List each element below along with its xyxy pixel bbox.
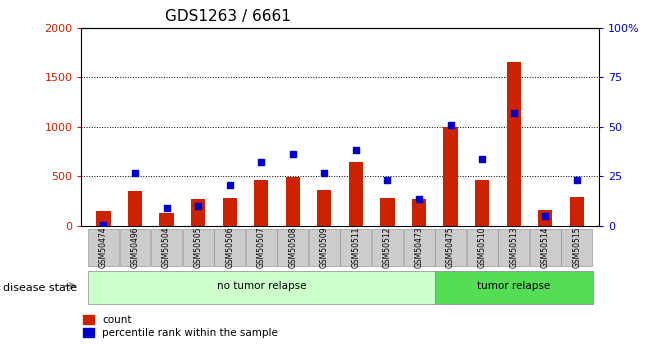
Point (319, 171, 329, 176)
Bar (443, 127, 458, 226)
FancyBboxPatch shape (435, 229, 466, 266)
Text: GSM50513: GSM50513 (509, 227, 518, 268)
Bar (506, 62, 521, 226)
Point (256, 160, 266, 165)
Point (445, 122, 456, 128)
FancyBboxPatch shape (277, 229, 309, 266)
Text: GSM50505: GSM50505 (193, 227, 202, 268)
Bar (159, 213, 174, 226)
Bar (254, 180, 268, 226)
Text: GSM50515: GSM50515 (572, 227, 581, 268)
Bar (191, 199, 205, 226)
Point (225, 183, 235, 188)
Text: GSM50512: GSM50512 (383, 227, 392, 268)
Text: GDS1263 / 6661: GDS1263 / 6661 (165, 9, 291, 23)
Point (193, 204, 203, 209)
Bar (570, 197, 584, 226)
FancyBboxPatch shape (498, 229, 529, 266)
FancyBboxPatch shape (530, 229, 561, 266)
FancyBboxPatch shape (435, 271, 592, 304)
Text: GSM50510: GSM50510 (478, 227, 487, 268)
Point (414, 196, 424, 202)
FancyBboxPatch shape (404, 229, 434, 266)
Point (161, 205, 172, 211)
Text: disease state: disease state (3, 283, 77, 293)
FancyBboxPatch shape (88, 271, 435, 304)
Text: GSM50504: GSM50504 (162, 227, 171, 268)
Bar (317, 190, 331, 226)
Bar (349, 161, 363, 226)
Text: no tumor relapse: no tumor relapse (217, 282, 306, 292)
FancyBboxPatch shape (467, 229, 497, 266)
Point (540, 213, 551, 219)
FancyBboxPatch shape (372, 229, 403, 266)
Bar (475, 180, 490, 226)
Point (477, 156, 488, 161)
Text: GSM50475: GSM50475 (446, 227, 455, 268)
Text: tumor relapse: tumor relapse (477, 282, 550, 292)
Bar (223, 198, 237, 226)
Text: GSM50511: GSM50511 (352, 227, 361, 268)
FancyBboxPatch shape (561, 229, 592, 266)
Text: GSM50506: GSM50506 (225, 227, 234, 268)
FancyBboxPatch shape (88, 229, 119, 266)
Point (288, 151, 298, 156)
Legend: count, percentile rank within the sample: count, percentile rank within the sample (83, 315, 278, 338)
FancyBboxPatch shape (151, 229, 182, 266)
FancyBboxPatch shape (120, 229, 150, 266)
Text: GSM50473: GSM50473 (415, 227, 424, 268)
FancyBboxPatch shape (214, 229, 245, 266)
Bar (286, 177, 300, 226)
Point (508, 110, 519, 116)
Text: GSM50514: GSM50514 (541, 227, 550, 268)
Bar (96, 211, 111, 226)
FancyBboxPatch shape (183, 229, 214, 266)
Point (351, 147, 361, 152)
FancyBboxPatch shape (309, 229, 340, 266)
Bar (538, 210, 552, 226)
Text: GSM50509: GSM50509 (320, 227, 329, 268)
Point (130, 171, 140, 176)
Text: GSM50496: GSM50496 (130, 227, 139, 268)
FancyBboxPatch shape (246, 229, 277, 266)
Bar (412, 199, 426, 226)
Point (98, 222, 109, 228)
Text: GSM50508: GSM50508 (288, 227, 298, 268)
Point (572, 178, 582, 183)
Text: GSM50474: GSM50474 (99, 227, 108, 268)
Text: GSM50507: GSM50507 (256, 227, 266, 268)
FancyBboxPatch shape (340, 229, 371, 266)
Bar (128, 191, 142, 226)
Bar (380, 198, 395, 226)
Point (382, 178, 393, 183)
